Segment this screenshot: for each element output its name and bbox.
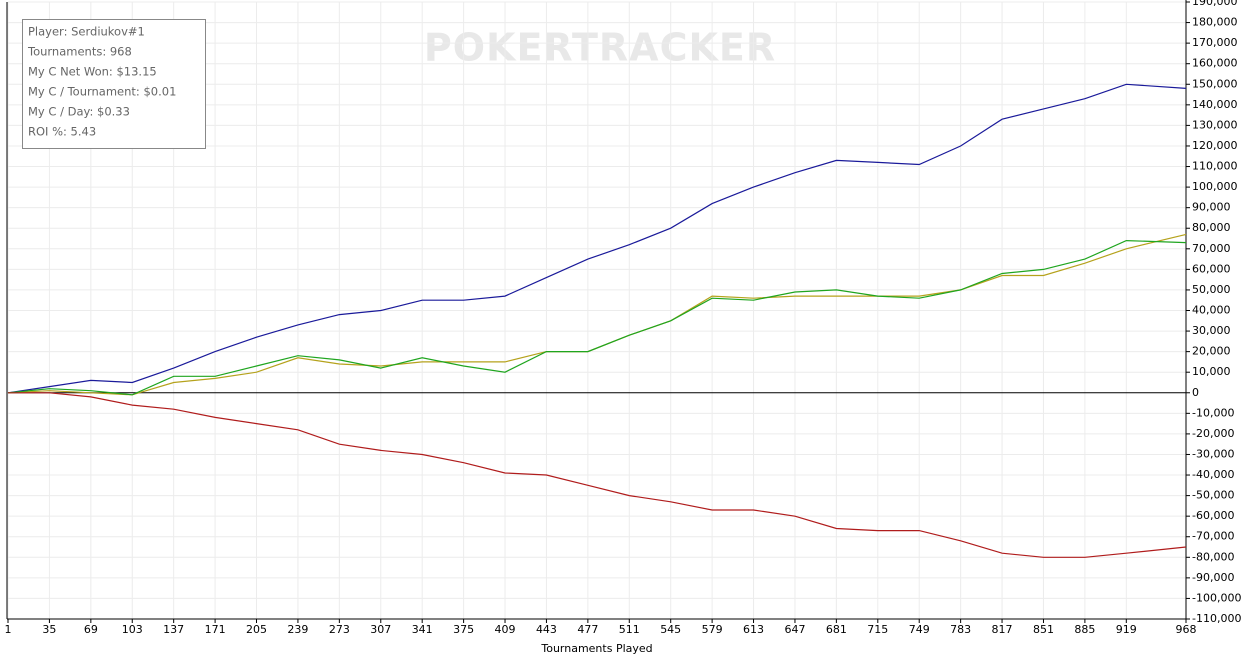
y-tick-label: 120,000 <box>1192 139 1238 152</box>
y-tick-label: 30,000 <box>1192 324 1231 337</box>
y-tick-label: -80,000 <box>1192 550 1234 563</box>
y-tick-label: 90,000 <box>1192 201 1231 214</box>
info-line: ROI %: 5.43 <box>28 125 96 139</box>
x-tick-label: 137 <box>163 623 184 636</box>
info-line: My C / Day: $0.33 <box>28 105 130 119</box>
info-line: My C Net Won: $13.15 <box>28 65 157 79</box>
y-tick-label: -50,000 <box>1192 489 1234 502</box>
x-tick-label: 1 <box>5 623 12 636</box>
y-tick-label: -40,000 <box>1192 468 1234 481</box>
info-line: My C / Tournament: $0.01 <box>28 85 176 99</box>
x-tick-label: 919 <box>1116 623 1137 636</box>
y-tick-label: 140,000 <box>1192 98 1238 111</box>
y-tick-label: -70,000 <box>1192 530 1234 543</box>
x-tick-label: 511 <box>619 623 640 636</box>
x-tick-label: 715 <box>867 623 888 636</box>
y-tick-label: -110,000 <box>1192 612 1241 625</box>
x-tick-label: 409 <box>495 623 516 636</box>
x-tick-label: 968 <box>1176 623 1197 636</box>
x-tick-label: 749 <box>909 623 930 636</box>
y-tick-label: -90,000 <box>1192 571 1234 584</box>
x-tick-label: 341 <box>412 623 433 636</box>
y-tick-label: 40,000 <box>1192 304 1231 317</box>
y-tick-label: 110,000 <box>1192 160 1238 173</box>
y-tick-label: 170,000 <box>1192 36 1238 49</box>
x-tick-label: 783 <box>950 623 971 636</box>
x-tick-label: 851 <box>1033 623 1054 636</box>
x-tick-label: 681 <box>826 623 847 636</box>
x-tick-label: 239 <box>287 623 308 636</box>
x-axis-title: Tournaments Played <box>540 642 652 655</box>
y-tick-label: -30,000 <box>1192 447 1234 460</box>
series-line <box>7 83 1187 394</box>
y-tick-label: 10,000 <box>1192 365 1231 378</box>
x-tick-label: 205 <box>246 623 267 636</box>
x-tick-label: 443 <box>536 623 557 636</box>
x-tick-label: 579 <box>702 623 723 636</box>
x-tick-label: 545 <box>660 623 681 636</box>
y-tick-label: 160,000 <box>1192 57 1238 70</box>
x-tick-label: 613 <box>743 623 764 636</box>
y-tick-label: 0 <box>1192 386 1199 399</box>
y-tick-label: 70,000 <box>1192 242 1231 255</box>
x-tick-label: 69 <box>84 623 98 636</box>
watermark: POKERTRACKER <box>424 26 776 70</box>
x-tick-label: 35 <box>42 623 56 636</box>
x-tick-label: 647 <box>784 623 805 636</box>
y-tick-label: 130,000 <box>1192 118 1238 131</box>
y-tick-label: 190,000 <box>1192 0 1238 8</box>
y-tick-label: -100,000 <box>1192 591 1241 604</box>
y-tick-label: -10,000 <box>1192 406 1234 419</box>
x-tick-label: 885 <box>1074 623 1095 636</box>
series-line <box>7 233 1187 396</box>
x-tick-label: 103 <box>122 623 143 636</box>
x-tick-label: 273 <box>329 623 350 636</box>
y-tick-label: 80,000 <box>1192 221 1231 234</box>
info-line: Tournaments: 968 <box>27 45 132 59</box>
x-tick-label: 477 <box>577 623 598 636</box>
y-tick-label: -20,000 <box>1192 427 1234 440</box>
x-tick-label: 817 <box>992 623 1013 636</box>
y-tick-label: 100,000 <box>1192 180 1238 193</box>
y-tick-label: 150,000 <box>1192 77 1238 90</box>
x-tick-label: 375 <box>453 623 474 636</box>
series-line <box>8 392 1187 558</box>
y-tick-label: 50,000 <box>1192 283 1231 296</box>
y-tick-label: 180,000 <box>1192 16 1238 29</box>
y-tick-label: 20,000 <box>1192 345 1231 358</box>
info-line: Player: Serdiukov#1 <box>28 25 145 39</box>
y-tick-label: -60,000 <box>1192 509 1234 522</box>
series-line <box>7 239 1187 396</box>
x-tick-label: 307 <box>370 623 391 636</box>
y-tick-label: 60,000 <box>1192 262 1231 275</box>
info-box <box>22 19 206 149</box>
x-tick-label: 171 <box>205 623 226 636</box>
